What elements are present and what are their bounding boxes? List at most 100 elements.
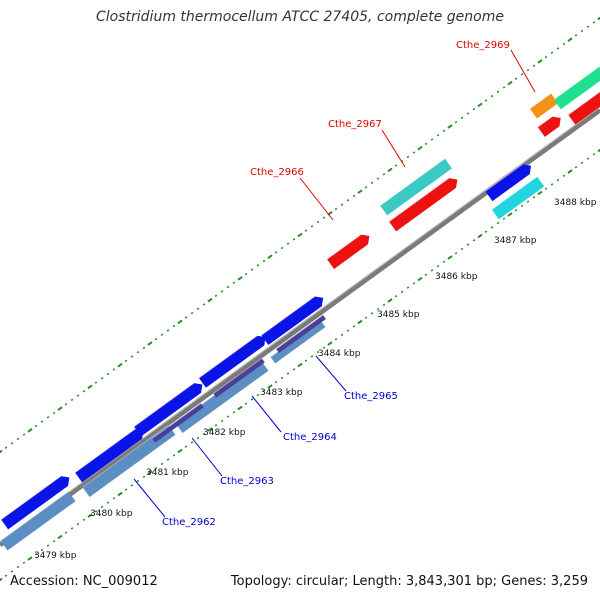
- tick-mark: [526, 200, 530, 203]
- tick-mark: [526, 68, 530, 72]
- tick-mark: [196, 436, 200, 440]
- gene-blue-5-body: [261, 296, 324, 345]
- tick-mark: [76, 394, 80, 397]
- tick-mark: [436, 264, 440, 268]
- tick-mark: [382, 173, 386, 176]
- gene-red-b: [388, 177, 458, 232]
- tick-mark: [466, 112, 470, 115]
- tick-mark: [100, 376, 104, 380]
- gene-blue-4: [198, 335, 266, 388]
- tick-mark: [34, 424, 38, 428]
- gene-steel-2-body: [82, 425, 176, 497]
- tick-mark: [142, 346, 146, 350]
- tick-mark: [22, 433, 26, 436]
- tick-mark: [214, 423, 218, 427]
- tick-mark: [514, 77, 518, 80]
- tick-mark: [112, 368, 116, 371]
- tick-mark: [496, 221, 500, 225]
- gene-red-d: [567, 90, 600, 125]
- gene-blue-6-body: [485, 164, 532, 202]
- gene-cthe-2967-highlight: [379, 158, 446, 207]
- accession-text: Accession: NC_009012: [10, 574, 158, 589]
- tick-mark: [376, 307, 380, 311]
- tick-label: 3479 kbp: [34, 551, 77, 561]
- tick-mark: [322, 216, 326, 219]
- gene-steel-1-highlight: [0, 491, 69, 542]
- tick-mark: [292, 238, 296, 241]
- gene-features: [0, 66, 600, 551]
- tick-mark: [136, 479, 140, 483]
- tick-mark: [304, 229, 308, 232]
- tick-mark: [417, 276, 423, 282]
- tick-mark: [184, 445, 188, 448]
- gene-blue-3-body: [134, 383, 203, 437]
- tick-mark: [544, 55, 548, 59]
- tick-mark: [327, 341, 333, 346]
- gene-cthe-2966: [326, 234, 370, 269]
- tick-mark: [250, 268, 254, 271]
- gene-purple-2-body: [213, 358, 265, 398]
- tick-mark: [460, 116, 464, 120]
- tick-mark: [94, 381, 98, 384]
- tick-mark: [190, 441, 194, 444]
- tick-mark: [490, 226, 494, 229]
- tick-mark: [364, 316, 368, 319]
- tick-mark: [346, 199, 350, 202]
- tick-mark: [82, 518, 86, 522]
- tick-mark: [586, 25, 590, 28]
- tick-mark: [52, 411, 56, 415]
- gene-steel-1: [0, 491, 76, 551]
- tick-mark: [537, 59, 543, 64]
- gene-cthe-2969: [529, 93, 559, 119]
- tick-mark: [370, 312, 374, 315]
- tick-mark: [537, 190, 543, 196]
- tick-mark: [124, 359, 128, 363]
- gene-steel-4-body: [270, 320, 326, 364]
- tick-mark: [124, 488, 128, 491]
- tick-mark: [70, 398, 74, 402]
- tick-mark: [406, 286, 410, 289]
- tick-mark: [34, 552, 38, 556]
- gene-purple-1: [151, 402, 204, 443]
- tick-mark: [316, 350, 320, 354]
- tick-mark: [514, 208, 518, 212]
- outer-tick-track: [0, 15, 600, 455]
- gene-cthe-2967: [379, 158, 452, 216]
- tick-mark: [4, 574, 8, 577]
- tick-mark: [466, 243, 470, 246]
- tick-mark: [567, 37, 573, 42]
- tick-mark: [22, 561, 26, 565]
- gene-red-d-highlight: [567, 90, 600, 116]
- tick-mark: [130, 355, 134, 358]
- tick-mark: [310, 225, 314, 228]
- tick-mark: [556, 178, 560, 182]
- tick-mark: [592, 21, 596, 24]
- tick-mark: [442, 260, 446, 264]
- gene-steel-2-highlight: [82, 424, 169, 488]
- gene-steel-3-body: [175, 361, 269, 433]
- gene-red-c-highlight: [537, 116, 553, 128]
- tick-mark: [562, 42, 566, 46]
- tick-mark: [472, 239, 476, 242]
- tick-mark: [184, 316, 188, 319]
- map-title: Clostridium thermocellum ATCC 27405, com…: [96, 9, 504, 25]
- tick-mark: [10, 570, 14, 573]
- tick-mark: [412, 282, 416, 285]
- tick-mark: [142, 475, 146, 479]
- tick-mark: [562, 174, 566, 178]
- tick-label: 3485 kbp: [377, 310, 420, 320]
- tick-mark: [46, 416, 50, 419]
- tick-mark: [117, 362, 123, 368]
- tick-mark: [267, 254, 273, 259]
- tick-mark: [27, 428, 33, 433]
- gene-red-c: [537, 116, 561, 137]
- gene-blue-1-body: [1, 476, 70, 530]
- tick-mark: [334, 207, 338, 211]
- kbp-tick-labels: 3479 kbp 3480 kbp 3481 kbp 3482 kbp 3483…: [34, 198, 597, 561]
- gene-purple-1-highlight: [151, 402, 202, 439]
- tick-mark: [280, 376, 284, 380]
- tick-mark: [232, 281, 236, 284]
- tick-mark: [477, 102, 483, 108]
- gene-cthe-2967-body: [380, 158, 452, 216]
